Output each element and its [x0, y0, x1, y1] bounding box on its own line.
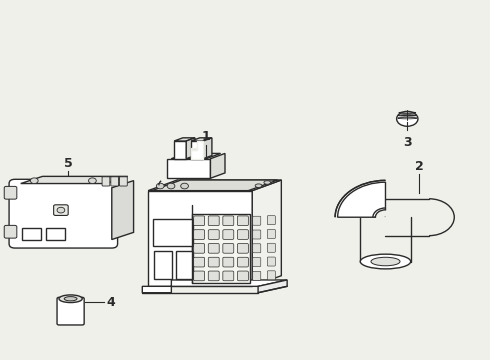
- FancyBboxPatch shape: [267, 216, 275, 225]
- FancyBboxPatch shape: [223, 243, 234, 253]
- Polygon shape: [191, 138, 212, 141]
- Polygon shape: [21, 176, 128, 184]
- FancyBboxPatch shape: [53, 205, 68, 215]
- FancyBboxPatch shape: [223, 271, 234, 281]
- FancyBboxPatch shape: [208, 243, 219, 253]
- FancyBboxPatch shape: [253, 257, 261, 266]
- FancyBboxPatch shape: [253, 244, 261, 253]
- Polygon shape: [211, 153, 225, 178]
- FancyBboxPatch shape: [223, 257, 234, 267]
- Circle shape: [181, 183, 189, 189]
- FancyBboxPatch shape: [208, 271, 219, 281]
- Ellipse shape: [255, 184, 262, 188]
- Polygon shape: [142, 280, 287, 293]
- FancyBboxPatch shape: [223, 230, 234, 239]
- Ellipse shape: [59, 295, 82, 302]
- FancyBboxPatch shape: [111, 177, 119, 186]
- FancyBboxPatch shape: [253, 216, 261, 225]
- Polygon shape: [174, 141, 186, 159]
- Ellipse shape: [396, 111, 418, 126]
- FancyBboxPatch shape: [194, 216, 205, 226]
- FancyBboxPatch shape: [4, 186, 17, 199]
- Polygon shape: [148, 191, 252, 286]
- FancyBboxPatch shape: [194, 271, 205, 281]
- Circle shape: [156, 183, 164, 189]
- FancyBboxPatch shape: [102, 177, 110, 186]
- FancyBboxPatch shape: [253, 230, 261, 239]
- Circle shape: [57, 207, 65, 213]
- Ellipse shape: [64, 297, 77, 301]
- Bar: [47, 228, 65, 239]
- FancyBboxPatch shape: [208, 230, 219, 239]
- FancyBboxPatch shape: [267, 243, 275, 252]
- FancyBboxPatch shape: [238, 257, 248, 267]
- Ellipse shape: [371, 257, 400, 266]
- Bar: [22, 228, 41, 239]
- FancyBboxPatch shape: [194, 230, 205, 239]
- FancyBboxPatch shape: [9, 179, 118, 248]
- Polygon shape: [174, 138, 195, 141]
- Text: 1: 1: [202, 130, 211, 143]
- Wedge shape: [338, 182, 386, 217]
- FancyBboxPatch shape: [223, 216, 234, 226]
- Polygon shape: [112, 181, 134, 239]
- Bar: [154, 251, 172, 279]
- FancyBboxPatch shape: [238, 271, 248, 281]
- FancyBboxPatch shape: [194, 243, 205, 253]
- FancyBboxPatch shape: [267, 271, 275, 280]
- Polygon shape: [191, 148, 197, 150]
- FancyBboxPatch shape: [238, 230, 248, 239]
- FancyBboxPatch shape: [253, 271, 261, 280]
- Polygon shape: [186, 138, 195, 159]
- FancyBboxPatch shape: [238, 243, 248, 253]
- FancyBboxPatch shape: [267, 257, 275, 266]
- Polygon shape: [191, 141, 203, 159]
- FancyBboxPatch shape: [57, 297, 84, 325]
- FancyBboxPatch shape: [194, 257, 205, 267]
- Text: 3: 3: [403, 136, 412, 149]
- Polygon shape: [252, 180, 281, 286]
- Bar: [175, 251, 193, 279]
- Ellipse shape: [360, 254, 411, 269]
- FancyBboxPatch shape: [208, 257, 219, 267]
- Circle shape: [89, 178, 96, 184]
- Text: 2: 2: [415, 160, 424, 173]
- Circle shape: [167, 183, 175, 189]
- FancyBboxPatch shape: [238, 216, 248, 226]
- Polygon shape: [167, 159, 211, 178]
- Bar: [153, 219, 193, 246]
- FancyBboxPatch shape: [120, 177, 127, 186]
- Polygon shape: [191, 141, 203, 159]
- FancyBboxPatch shape: [208, 216, 219, 226]
- Polygon shape: [148, 180, 281, 191]
- Circle shape: [30, 178, 38, 184]
- Polygon shape: [203, 138, 212, 159]
- Text: 5: 5: [64, 157, 73, 170]
- FancyBboxPatch shape: [4, 225, 17, 238]
- Ellipse shape: [264, 181, 270, 184]
- FancyBboxPatch shape: [267, 229, 275, 238]
- Polygon shape: [171, 153, 220, 159]
- Bar: [192, 214, 250, 283]
- Text: 4: 4: [106, 296, 115, 309]
- Polygon shape: [152, 180, 277, 191]
- Polygon shape: [258, 280, 287, 293]
